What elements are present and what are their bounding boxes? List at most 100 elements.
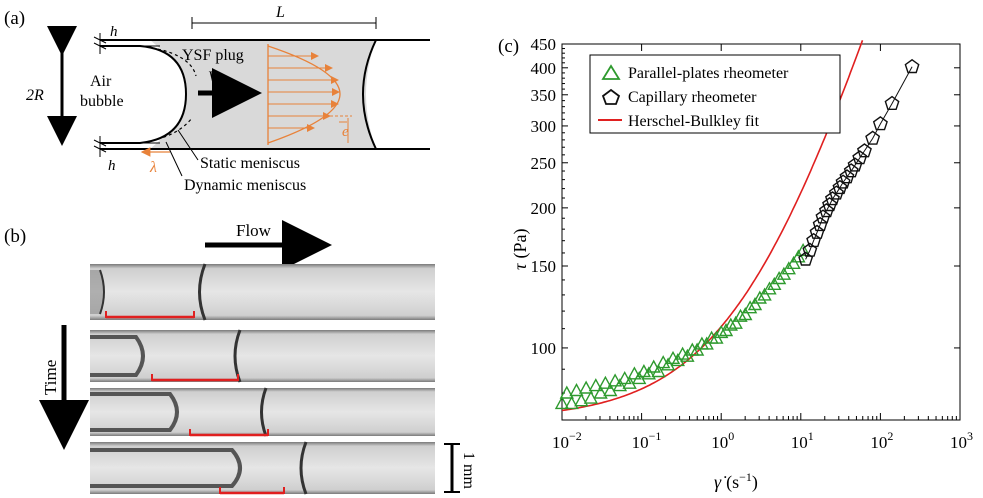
parallel-plates-point xyxy=(607,373,623,387)
parallel-plates-point xyxy=(752,290,767,304)
lambda-label: λ xyxy=(149,159,157,176)
frame-1 xyxy=(90,263,435,321)
flow-label: Flow xyxy=(236,221,272,240)
x-tick-base: 10 xyxy=(552,433,569,452)
air-label-line1: Air xyxy=(90,73,112,90)
x-tick-base: 10 xyxy=(870,433,887,452)
capillary-point xyxy=(832,179,848,195)
panel-b: (b) Flow Time xyxy=(4,220,477,495)
x-tick-label: 101 xyxy=(791,429,814,452)
y-tick-label: 100 xyxy=(531,339,557,358)
parallel-plates-point xyxy=(723,317,738,331)
capillary-point xyxy=(835,174,851,189)
legend-parallel-label: Parallel-plates rheometer xyxy=(628,65,789,82)
legend-fit-label: Herschel-Bulkley fit xyxy=(628,113,760,130)
legend-triangle-marker xyxy=(601,64,621,80)
x-tick-exp: 2 xyxy=(887,429,893,443)
h-label-bottom: h xyxy=(108,158,116,174)
parallel-plates-point xyxy=(762,281,777,295)
capillary-point xyxy=(828,185,844,200)
x-tick-base: 10 xyxy=(632,433,649,452)
capillary-point xyxy=(843,163,859,178)
legend: Parallel-plates rheometer Capillary rheo… xyxy=(589,54,841,134)
x-tick-label: 102 xyxy=(870,429,893,452)
y-tick-label: 150 xyxy=(531,257,557,276)
x-tick-exp: 0 xyxy=(728,429,734,443)
y-tick-label: 350 xyxy=(531,86,557,105)
capillary-point xyxy=(824,191,840,206)
capillary-point xyxy=(822,197,838,212)
x-axis-unit-close: ) xyxy=(752,472,758,493)
panel-b-label: (b) xyxy=(4,226,26,247)
parallel-plates-point xyxy=(578,380,594,394)
legend-box xyxy=(589,54,841,134)
rear-meniscus xyxy=(362,39,377,150)
parallel-plates-point xyxy=(559,385,574,399)
parallel-plates-point xyxy=(612,378,628,392)
capillary-point xyxy=(815,209,831,224)
parallel-plates-point xyxy=(574,393,589,407)
x-tick-base: 10 xyxy=(950,433,967,452)
parallel-plates-point xyxy=(728,315,743,329)
capillary-point xyxy=(865,130,881,145)
series-layer xyxy=(554,58,920,410)
capillary-point xyxy=(812,216,828,232)
y-axis-label: τ (Pa) xyxy=(510,229,531,270)
panel-a: (a) h h 2R Air bubble xyxy=(4,4,430,194)
frame-2 xyxy=(90,329,435,383)
x-tick-label: 103 xyxy=(950,429,973,452)
fit-curve xyxy=(561,40,864,412)
parallel-plates-point xyxy=(617,370,632,385)
x-tick-label: 10−1 xyxy=(632,429,662,452)
x-axis-unit: (s xyxy=(726,472,739,493)
parallel-plates-point xyxy=(632,370,647,385)
x-tick-exp: 1 xyxy=(808,429,814,443)
legend-capillary-label: Capillary rheometer xyxy=(628,89,757,106)
panel-a-label: (a) xyxy=(4,8,25,29)
legend-pentagon-marker xyxy=(601,88,621,105)
parallel-plates-point xyxy=(588,378,603,392)
capillary-point xyxy=(839,169,855,184)
y-tick-label: 200 xyxy=(531,199,557,218)
parallel-plates-point xyxy=(660,357,676,371)
capillary-point xyxy=(818,203,834,218)
capillary-point xyxy=(847,157,863,172)
x-axis: 10−2 10−1 100 101 102 103 xyxy=(552,44,973,452)
y-tick-label: 400 xyxy=(531,59,557,78)
parallel-plates-point xyxy=(569,383,584,397)
parallel-plates-point xyxy=(641,366,656,380)
capillary-point xyxy=(802,242,818,257)
static-meniscus-pointer xyxy=(177,129,199,161)
frame-3 xyxy=(90,387,435,437)
static-meniscus-label: Static meniscus xyxy=(200,155,300,172)
parallel-plates-point xyxy=(583,390,599,404)
parallel-plates-point xyxy=(795,242,811,257)
parallel-plates-point xyxy=(593,385,608,399)
capillary-point xyxy=(809,224,825,239)
dynamic-meniscus-pointer xyxy=(165,141,183,177)
panel-c-label: (c) xyxy=(498,36,519,57)
capillary-point xyxy=(884,95,900,111)
capillary-point xyxy=(852,150,868,165)
parallel-plates-point xyxy=(742,300,758,314)
parallel-plates-point xyxy=(747,297,763,311)
parallel-plates-point xyxy=(733,308,748,322)
velocity-profile xyxy=(267,44,352,145)
x-tick-label: 10−2 xyxy=(552,429,582,452)
y-tick-label: 250 xyxy=(531,154,557,173)
scale-label: 1 mm xyxy=(460,452,477,489)
parallel-plates-point xyxy=(603,383,618,397)
x-tick-base: 10 xyxy=(711,433,728,452)
parallel-plates-point xyxy=(670,352,685,367)
parallel-plates-point xyxy=(564,395,579,410)
h-marker-bottom xyxy=(93,136,107,157)
fit-layer xyxy=(561,40,864,412)
y-tick-label: 300 xyxy=(531,117,557,136)
dynamic-meniscus-label: Dynamic meniscus xyxy=(184,177,306,194)
x-tick-exp: −1 xyxy=(649,429,662,443)
x-tick-exp: 3 xyxy=(967,429,973,443)
y-axis-unit: (Pa) xyxy=(510,229,531,259)
parallel-plates-point xyxy=(714,324,729,339)
parallel-plates-point xyxy=(622,375,637,389)
